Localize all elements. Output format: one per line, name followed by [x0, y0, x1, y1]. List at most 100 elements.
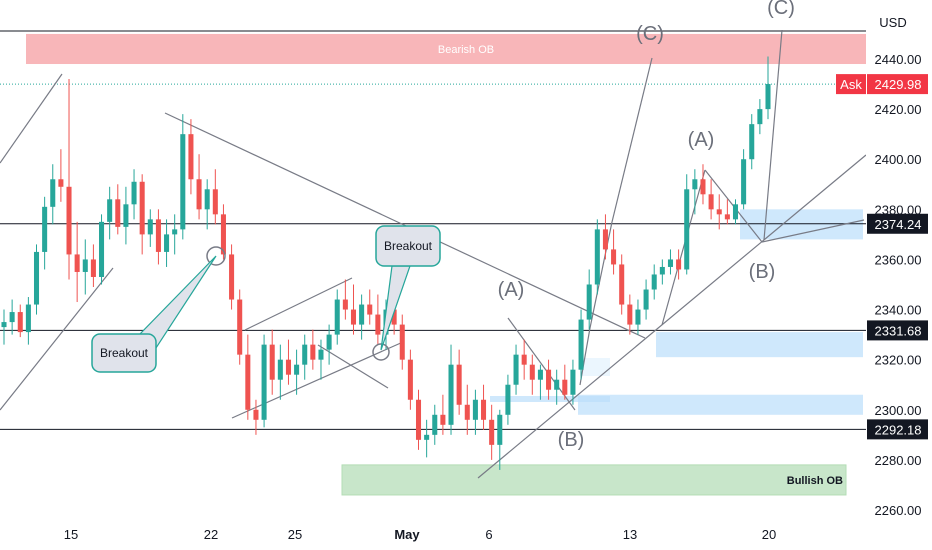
candle[interactable]	[50, 179, 56, 207]
candle[interactable]	[66, 186, 72, 255]
candle[interactable]	[708, 194, 714, 210]
trend-line[interactable]	[231, 341, 404, 419]
candle[interactable]	[627, 304, 633, 325]
candle[interactable]	[367, 304, 373, 315]
candle[interactable]	[692, 179, 698, 190]
candle[interactable]	[424, 434, 430, 440]
candle[interactable]	[131, 181, 137, 205]
candle[interactable]	[253, 409, 259, 420]
candle[interactable]	[489, 419, 495, 445]
candle[interactable]	[676, 259, 682, 270]
candle[interactable]	[594, 229, 600, 285]
candle[interactable]	[139, 181, 145, 235]
trend-line[interactable]	[317, 344, 389, 389]
candle[interactable]	[326, 334, 332, 350]
candle[interactable]	[578, 319, 584, 370]
candle[interactable]	[611, 249, 617, 265]
candle[interactable]	[529, 364, 535, 380]
candle[interactable]	[302, 344, 308, 365]
candle[interactable]	[269, 344, 275, 380]
candle[interactable]	[716, 209, 722, 215]
candle[interactable]	[33, 251, 40, 305]
candle[interactable]	[1, 322, 7, 328]
candle[interactable]	[99, 221, 105, 277]
bearish-ob-zone[interactable]	[26, 33, 867, 65]
candle[interactable]	[164, 234, 170, 252]
candle[interactable]	[204, 189, 210, 210]
candle[interactable]	[155, 219, 161, 252]
candle[interactable]	[415, 399, 422, 440]
candle[interactable]	[407, 359, 413, 400]
breakout-callout[interactable]: Breakout	[91, 255, 217, 373]
trend-line[interactable]	[763, 29, 783, 241]
candle[interactable]	[684, 189, 690, 270]
candle[interactable]	[586, 284, 592, 320]
trend-line[interactable]	[611, 57, 653, 223]
candle[interactable]	[123, 204, 129, 227]
candle[interactable]	[440, 414, 446, 425]
candle[interactable]	[659, 266, 665, 275]
candle[interactable]	[602, 229, 608, 250]
candle[interactable]	[481, 399, 487, 420]
candle[interactable]	[724, 214, 730, 220]
candle[interactable]	[82, 259, 88, 272]
candle[interactable]	[619, 264, 625, 305]
candle[interactable]	[464, 404, 470, 420]
candle[interactable]	[237, 299, 243, 355]
candle[interactable]	[261, 344, 267, 420]
candle[interactable]	[245, 354, 251, 410]
candle[interactable]	[757, 109, 763, 125]
candle[interactable]	[318, 349, 324, 360]
candle[interactable]	[651, 274, 657, 290]
trend-line[interactable]	[761, 219, 865, 243]
candle[interactable]	[25, 304, 31, 333]
demand-box[interactable]	[656, 332, 863, 358]
trend-line[interactable]	[661, 169, 706, 326]
candle[interactable]	[285, 359, 291, 375]
candle[interactable]	[90, 259, 96, 277]
breakout-callout[interactable]: Breakout	[375, 225, 441, 351]
candle[interactable]	[42, 206, 48, 252]
candle[interactable]	[700, 179, 706, 195]
candle[interactable]	[334, 299, 340, 335]
candle[interactable]	[570, 369, 576, 395]
candle[interactable]	[350, 309, 357, 325]
trend-line[interactable]	[244, 277, 353, 331]
candle[interactable]	[147, 219, 153, 235]
candle[interactable]	[220, 214, 226, 255]
candle[interactable]	[359, 304, 365, 325]
trend-line[interactable]	[0, 267, 114, 411]
candle[interactable]	[432, 414, 438, 435]
candle[interactable]	[749, 124, 755, 160]
candle[interactable]	[505, 384, 511, 415]
candle[interactable]	[497, 414, 503, 445]
candle[interactable]	[554, 379, 560, 390]
candle[interactable]	[513, 354, 519, 385]
candle[interactable]	[180, 134, 186, 230]
trend-line[interactable]	[477, 154, 867, 479]
demand-box[interactable]	[580, 358, 610, 376]
candle[interactable]	[399, 324, 405, 360]
trend-line[interactable]	[0, 73, 63, 164]
candle[interactable]	[635, 309, 641, 325]
candle[interactable]	[58, 179, 64, 187]
candle[interactable]	[456, 364, 462, 405]
candle[interactable]	[391, 309, 397, 325]
bullish-ob-zone[interactable]	[341, 464, 847, 496]
time-axis[interactable]	[0, 517, 866, 550]
candle[interactable]	[74, 254, 80, 272]
candle[interactable]	[172, 229, 178, 235]
candle[interactable]	[643, 289, 649, 310]
candle[interactable]	[229, 254, 235, 300]
candle[interactable]	[212, 189, 218, 215]
candle[interactable]	[196, 179, 202, 210]
candle[interactable]	[9, 312, 15, 323]
candle[interactable]	[521, 354, 527, 365]
demand-box[interactable]	[490, 396, 610, 402]
candle[interactable]	[448, 364, 454, 425]
candle[interactable]	[188, 134, 194, 180]
candle[interactable]	[472, 399, 478, 420]
candle[interactable]	[17, 312, 23, 333]
candle[interactable]	[107, 199, 113, 222]
